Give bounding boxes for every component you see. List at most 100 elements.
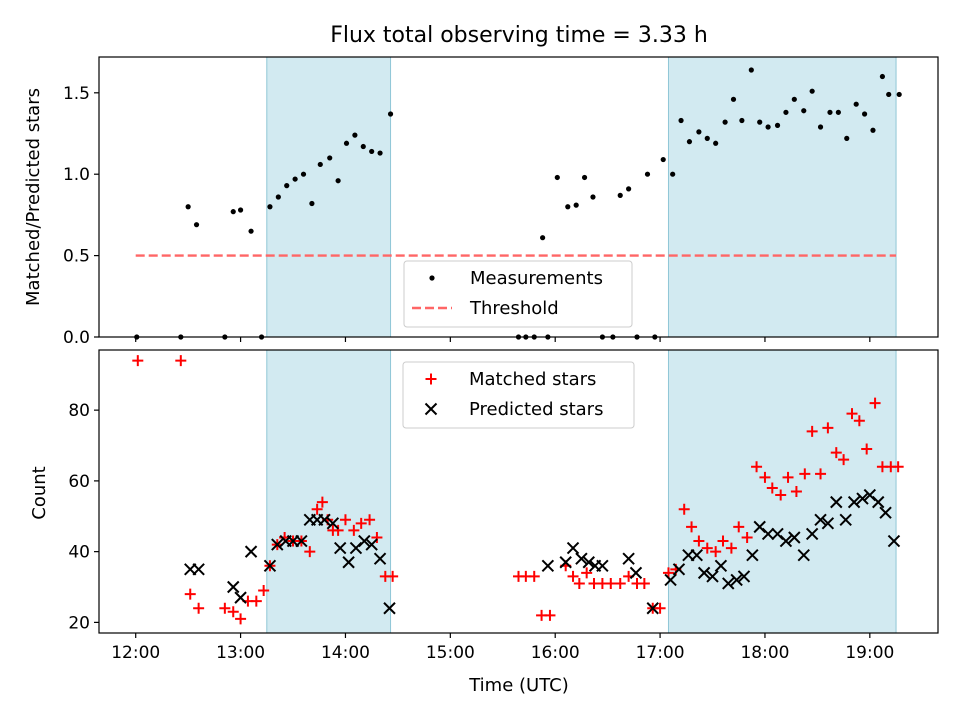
bottom-y-tick-label: 20 [68,613,90,633]
matched-star-point [355,517,367,529]
bottom-x-tick-label: 14:00 [321,643,370,663]
matched-star-point [806,425,818,437]
matched-star-point [387,570,399,582]
measurement-point [335,178,341,184]
legend-swatch [425,373,437,385]
predicted-star-point [847,495,861,509]
matched-star-point [250,595,262,607]
bottom-y-tick-label: 40 [68,543,90,563]
measurement-point [853,101,859,107]
legend-label: Matched stars [469,369,596,390]
legend-label: Measurements [470,268,603,289]
predicted-star-point [622,552,635,565]
predicted-star-point [872,495,885,509]
measurement-point [748,67,754,73]
matched-star-point [339,514,351,526]
measurement-point [835,109,841,115]
measurement-point [317,161,323,168]
matched-star-point [332,524,344,536]
predicted-star-point [672,563,686,576]
matched-star-point [638,577,650,589]
measurement-point [844,135,850,141]
predicted-star-point [365,538,378,551]
measurement-point [248,228,254,234]
matched-star-point [364,514,376,526]
measurement-point [670,171,676,177]
predicted-star-point [383,602,396,615]
bottom-y-tick-label: 80 [68,401,90,421]
measurement-point [678,117,684,124]
predicted-star-point [805,527,819,541]
matched-star-point [869,397,881,409]
matched-star-point [573,577,585,589]
legend-box [403,260,633,328]
measurement-point [713,140,719,146]
predicted-star-point [234,591,247,604]
matched-star-point [782,471,794,483]
matched-star-point [853,415,865,427]
predicted-star-point [559,556,572,569]
matched-star-point [567,570,579,582]
measurement-point [540,235,546,241]
measurement-point [774,122,781,128]
bottom-x-tick-label: 13:00 [216,643,265,663]
matched-star-point [678,503,690,515]
measurement-point [765,124,771,130]
predicted-star-point [342,556,355,569]
legend-label: Predicted stars [469,399,603,420]
predicted-star-point [690,548,703,562]
measurement-point [626,186,632,192]
predicted-star-point [761,527,775,541]
matched-star-point [311,503,323,515]
matched-star-point [528,570,540,582]
predicted-star-point [821,517,835,530]
top-shaded-interval [667,56,897,338]
matched-star-point [741,531,753,543]
measurement-point [292,176,298,182]
predicted-star-point [334,541,347,555]
matched-star-point [614,577,626,589]
top-shaded-interval [266,56,392,338]
bottom-x-tick-label: 18:00 [740,643,789,663]
matched-star-point [316,496,328,508]
measurement-point [590,194,596,200]
measurement-point [387,111,394,117]
matched-star-point [710,546,722,558]
measurement-point [886,91,892,98]
predicted-star-point [629,566,643,580]
bottom-axes-frame [98,349,939,634]
matched-star-point [790,486,802,497]
measurement-point [309,200,315,207]
bottom-x-tick-label: 19:00 [845,643,894,663]
measurement-point [554,174,560,181]
measurement-point [870,127,876,133]
legend-label: Threshold [469,298,559,319]
predicted-star-point [788,531,801,544]
top-y-tick-label: 1.5 [63,84,90,104]
top-y-tick-label: 0.5 [63,247,90,267]
matched-star-point [348,524,360,536]
top-axes-frame [98,56,939,338]
predicted-star-point [830,495,843,509]
measurement-point [861,111,868,117]
matched-star-point [733,521,745,533]
predicted-star-point [730,573,743,587]
matched-star-point [605,577,617,589]
matched-star-point [751,461,763,473]
measurement-point [791,96,797,102]
measurement-point [369,148,375,155]
matched-star-point [227,606,239,618]
matched-star-point [822,422,834,434]
predicted-star-point [879,506,892,519]
predicted-star-point [737,570,751,583]
bottom-panel: 20 40 60 80 12:00 13:00 14:00 15:00 16:00 17:00 1… [29,349,939,696]
measurement-point [801,108,807,114]
predicted-star-point [271,538,284,551]
predicted-star-point [227,580,240,594]
predicted-star-point [664,573,677,587]
matched-star-point [193,602,205,614]
bottom-shaded-interval [667,349,897,634]
predicted-star-point [697,566,711,580]
measurement-point [730,96,737,102]
